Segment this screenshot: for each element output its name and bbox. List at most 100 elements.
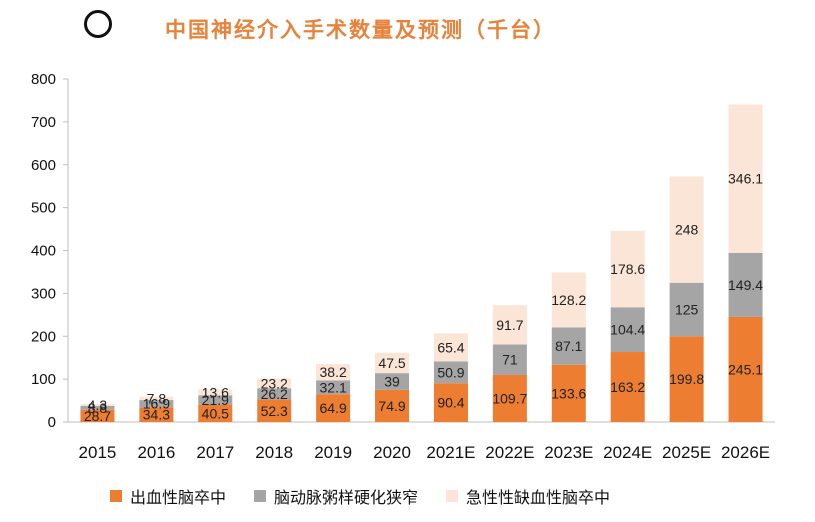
bar-segment	[669, 176, 704, 283]
x-tick-label: 2026E	[721, 443, 770, 462]
y-tick-label: 600	[31, 157, 56, 174]
data-label: 21.9	[202, 392, 229, 408]
x-tick-label: 2024E	[603, 443, 652, 462]
x-tick-label: 2022E	[485, 443, 534, 462]
y-tick-label: 200	[31, 328, 56, 345]
bar-segment	[375, 373, 410, 390]
x-tick-label: 2025E	[662, 443, 711, 462]
data-label: 91.7	[496, 317, 523, 333]
x-tick-label: 2019	[314, 443, 352, 462]
data-label: 149.4	[728, 277, 763, 293]
bar-segment	[669, 282, 704, 337]
bar-segment	[198, 404, 233, 422]
y-tick-label: 700	[31, 114, 56, 131]
data-label: 65.4	[437, 339, 464, 355]
bar-segment	[139, 400, 174, 408]
bar-segment	[492, 344, 527, 375]
data-label: 28.7	[84, 408, 111, 424]
bar-segment	[610, 352, 645, 422]
data-label: 90.4	[437, 395, 464, 411]
data-label: 248	[675, 222, 699, 238]
legend-item-stenosis: 脑动脉粥样硬化狭窄	[254, 484, 418, 508]
data-labels-group: 28.78.84.3 34.316.97.8 40.521.913.6 52.326.…	[84, 171, 763, 424]
data-label: 104.4	[610, 322, 645, 338]
bar-segment	[257, 388, 292, 400]
y-tick-label: 0	[48, 414, 56, 431]
bar-segment	[375, 352, 410, 374]
bar-segment	[492, 374, 527, 422]
bar-segment	[316, 394, 351, 422]
legend-swatch	[110, 490, 122, 502]
bar-segment	[551, 364, 586, 422]
data-label: 26.2	[261, 386, 288, 402]
bar-segment	[257, 399, 292, 422]
bar-segment	[80, 409, 115, 422]
data-label: 16.9	[143, 396, 170, 412]
data-label: 7.8	[147, 390, 167, 406]
bar-segment	[139, 407, 174, 422]
bar-segment	[433, 333, 468, 362]
data-label: 178.6	[610, 261, 645, 277]
bar-segment	[610, 230, 645, 308]
bar-segment	[669, 336, 704, 422]
x-tick-label: 2017	[196, 443, 234, 462]
legend-swatch	[254, 490, 267, 502]
legend: 出血性脑卒中 脑动脉粥样硬化狭窄 急性性缺血性脑卒中	[110, 484, 610, 508]
y-tick-label: 400	[31, 243, 56, 260]
bar-segment	[728, 252, 763, 317]
y-tick-label: 100	[31, 371, 56, 388]
data-label: 87.1	[555, 338, 582, 354]
data-label: 52.3	[261, 403, 288, 419]
data-label: 346.1	[728, 171, 763, 187]
data-label: 40.5	[202, 405, 229, 421]
legend-label: 出血性脑卒中	[130, 488, 227, 507]
data-label: 109.7	[492, 390, 527, 406]
y-tick-label: 800	[31, 71, 56, 88]
legend-item-hemorrhagic: 出血性脑卒中	[110, 484, 226, 508]
y-tick-label: 500	[31, 200, 56, 217]
axes: 0 100 200 300 400 500 600 700 800 2015 2016 2017 201…	[31, 71, 775, 462]
data-label: 4.3	[88, 397, 108, 413]
chart-title: 中国神经介入手术数量及预测（千台）	[165, 18, 556, 42]
bar-segment	[728, 316, 763, 422]
x-tick-label: 2016	[137, 443, 175, 462]
bar-segment	[139, 396, 174, 401]
data-label: 245.1	[728, 361, 763, 377]
x-tick-label: 2015	[79, 443, 117, 462]
data-label: 23.2	[261, 375, 288, 391]
data-label: 32.1	[320, 379, 347, 395]
data-label: 38.2	[320, 364, 347, 380]
bar-segment	[316, 364, 351, 381]
data-label: 8.8	[88, 400, 108, 416]
data-label: 13.6	[202, 384, 229, 400]
bar-segment	[198, 389, 233, 396]
data-label: 199.8	[669, 371, 704, 387]
legend-swatch	[446, 490, 459, 502]
bar-segment	[610, 307, 645, 353]
title-circle-marker	[84, 10, 112, 38]
bar-segment	[551, 272, 586, 328]
bar-segment	[80, 405, 115, 410]
x-tick-label: 2020	[373, 443, 411, 462]
bar-segment	[492, 305, 527, 345]
data-label: 128.2	[551, 292, 586, 308]
y-tick-label: 300	[31, 285, 56, 302]
bars-group	[80, 104, 763, 422]
data-label: 50.9	[437, 364, 464, 380]
x-tick-label: 2018	[255, 443, 293, 462]
bar-segment	[375, 389, 410, 422]
legend-item-ischemic: 急性性缺血性脑卒中	[446, 484, 610, 508]
data-label: 71	[502, 352, 518, 368]
legend-label: 急性性缺血性脑卒中	[466, 488, 611, 507]
data-label: 47.5	[378, 355, 405, 371]
data-label: 74.9	[378, 398, 405, 414]
bar-segment	[433, 383, 468, 422]
bar-segment	[316, 380, 351, 395]
x-tick-label: 2021E	[426, 443, 475, 462]
x-tick-label: 2023E	[544, 443, 593, 462]
legend-label: 脑动脉粥样硬化狭窄	[274, 488, 419, 507]
bar-segment	[80, 404, 115, 406]
bar-segment	[551, 327, 586, 365]
bar-segment	[198, 395, 233, 405]
data-label: 34.3	[143, 407, 170, 423]
